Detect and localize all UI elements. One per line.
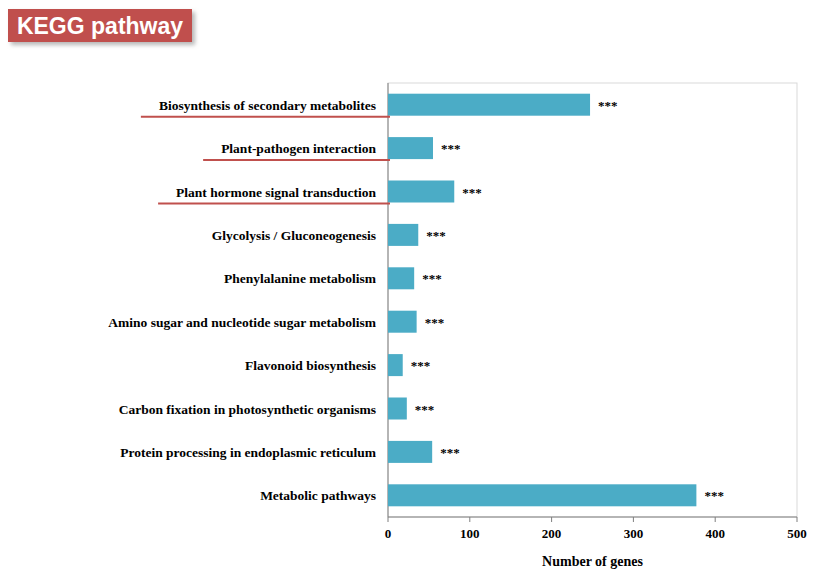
category-label: Plant-pathogen interaction: [221, 141, 376, 156]
bar: [388, 224, 418, 246]
bar: [388, 484, 696, 506]
x-axis-line: [388, 517, 797, 518]
bar: [388, 181, 454, 203]
x-tick: [551, 517, 552, 522]
title: KEGG pathway: [17, 13, 183, 39]
category-label: Flavonoid biosynthesis: [245, 358, 376, 373]
bars: [388, 94, 696, 507]
x-tick: [388, 517, 389, 522]
x-tick-label: 100: [460, 526, 480, 541]
bar: [388, 398, 407, 420]
label-underline: [203, 159, 390, 161]
bar: [388, 267, 414, 289]
significance-annotation: ***: [426, 228, 446, 243]
x-tick: [633, 517, 634, 522]
x-tick: [715, 517, 716, 522]
label-underline: [158, 203, 390, 205]
x-tick: [469, 517, 470, 522]
bar: [388, 311, 417, 333]
significance-annotation: ***: [415, 402, 435, 417]
bar: [388, 137, 433, 159]
x-tick-label: 300: [624, 526, 644, 541]
category-label: Plant hormone signal transduction: [176, 185, 376, 200]
category-label: Protein processing in endoplasmic reticu…: [120, 445, 377, 460]
significance-annotation: ***: [422, 271, 442, 286]
label-underline: [141, 116, 390, 118]
bar: [388, 441, 432, 463]
x-tick-label: 500: [787, 526, 807, 541]
significance-annotation: ***: [462, 185, 482, 200]
significance-annotation: ***: [598, 98, 618, 113]
category-label: Carbon fixation in photosynthetic organi…: [119, 402, 376, 417]
bar: [388, 354, 403, 376]
category-label: Metabolic pathways: [260, 488, 376, 503]
title-badge: [8, 9, 192, 42]
category-label: Phenylalanine metabolism: [224, 271, 377, 286]
significance-annotation: ***: [411, 358, 431, 373]
x-tick-label: 400: [705, 526, 725, 541]
category-label: Amino sugar and nucleotide sugar metabol…: [108, 315, 376, 330]
category-label: Biosynthesis of secondary metabolites: [159, 98, 376, 113]
x-tick-label: 0: [385, 526, 392, 541]
x-tick: [797, 517, 798, 522]
significance-annotation: ***: [441, 141, 461, 156]
bar: [388, 94, 590, 116]
significance-annotation: ***: [440, 445, 460, 460]
plot-frame: [388, 83, 797, 517]
x-axis-label: Number of genes: [542, 554, 643, 569]
category-label: Glycolysis / Gluconeogenesis: [212, 228, 376, 243]
x-tick-label: 200: [542, 526, 562, 541]
significance-annotation: ***: [704, 488, 724, 503]
significance-annotation: ***: [425, 315, 445, 330]
